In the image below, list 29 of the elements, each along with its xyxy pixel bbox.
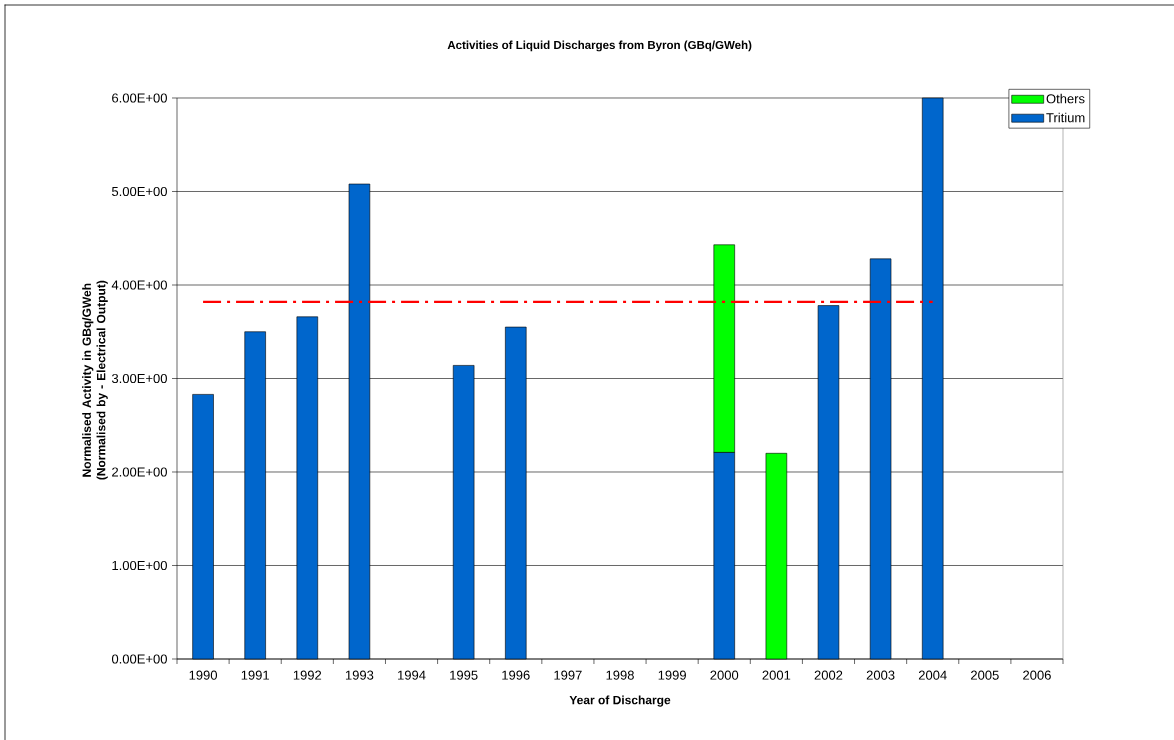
x-tick-label: 2000 [710, 670, 739, 680]
x-tick-label: 1991 [241, 670, 270, 680]
x-tick-label: 1999 [658, 670, 686, 680]
x-tick-label: 1995 [450, 670, 478, 680]
y-tick-label: 0.00E+00 [111, 654, 167, 664]
legend-label: Others [1046, 93, 1085, 104]
y-tick-label: 5.00E+00 [111, 186, 167, 197]
x-tick-label: 1997 [554, 670, 582, 680]
x-tick-label: 2001 [762, 670, 791, 680]
x-axis-title: Year of Discharge [569, 695, 671, 707]
x-tick-label: 1992 [293, 670, 322, 680]
y-tick-label: 4.00E+00 [111, 280, 167, 290]
x-tick-label: 1994 [398, 670, 426, 680]
x-tick-label: 2005 [971, 670, 999, 680]
x-tick-label: 2003 [866, 670, 895, 680]
x-tick-label: 1993 [345, 670, 374, 680]
x-tick-label: 1998 [606, 670, 634, 680]
chart-title: Activities of Liquid Discharges from Byron (GBq/GWeh) [447, 40, 752, 52]
y-tick-label: 2.00E+00 [112, 467, 167, 477]
x-tick-label: 2002 [814, 670, 843, 680]
y-tick-label: 6.00E+00 [112, 93, 167, 103]
y-tick-label: 3.00E+00 [111, 373, 167, 384]
y-tick-label: 1.00E+00 [112, 560, 167, 571]
x-tick-label: 1990 [189, 670, 218, 680]
legend-label: Tritium [1046, 112, 1085, 123]
y-axis-title: Normalised Activity in GBq/GWeh (Normalised by - Electrical Output) [82, 280, 108, 480]
x-tick-label: 2004 [918, 670, 947, 680]
x-tick-label: 1996 [502, 670, 530, 680]
x-tick-label: 2006 [1023, 670, 1051, 680]
